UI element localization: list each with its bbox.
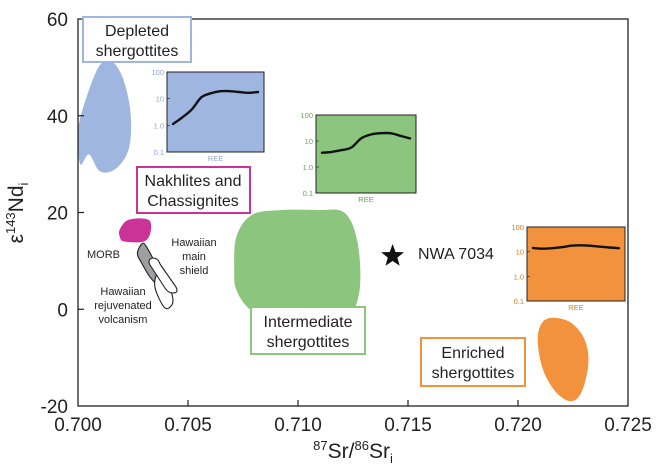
ree-inset-depleted: 100 10 1.0 0.1 REE: [151, 68, 265, 163]
annotation-main-shield-line3: shield: [180, 265, 209, 277]
y-tick-label: 20: [47, 204, 68, 225]
field-intermediate-shergottites: [234, 209, 361, 338]
x-tick-label: 0.720: [494, 415, 542, 436]
y-tick-label: -20: [41, 397, 68, 418]
inset-tick-label: 1.0: [514, 272, 524, 281]
legend-box-intermediate: Intermediate shergottites: [250, 306, 366, 355]
inset-tick-label: 100: [511, 223, 524, 232]
inset-tick-label: 1.0: [154, 121, 164, 130]
inset-frame: [526, 226, 626, 302]
legend-intermediate-line1: Intermediate: [264, 314, 353, 331]
annotation-main-shield-line2: main: [182, 251, 206, 263]
inset-frame: [315, 114, 417, 194]
annotation-rejuvenated-line2: rejuvenated: [94, 300, 152, 312]
inset-tick-label: 100: [300, 111, 313, 120]
x-tick-label: 0.725: [604, 415, 652, 436]
legend-nakhlites-line2: Chassignites: [147, 193, 239, 210]
inset-ree-profile: [320, 131, 412, 154]
annotation-morb: MORB: [87, 249, 120, 261]
legend-box-depleted: Depleted shergottites: [82, 16, 192, 63]
annotation-rejuvenated-line1: Hawaiian: [100, 286, 145, 298]
annotation-main-shield-line1: Hawaiian: [171, 237, 216, 249]
y-tick-label: 40: [47, 107, 68, 128]
y-axis-label: ε143Ndi: [3, 182, 31, 243]
inset-tick-label: 10: [516, 248, 524, 257]
inset-tick-label: 10: [305, 137, 313, 146]
inset-ree-profile: [171, 89, 260, 126]
inset-tick-label: 1.0: [303, 163, 313, 172]
legend-depleted-line1: Depleted: [105, 23, 169, 40]
x-axis-label: 87Sr/86Sri: [313, 438, 393, 466]
point-layer: [381, 244, 404, 266]
inset-frame: [166, 71, 265, 153]
x-tick-label: 0.710: [274, 415, 322, 436]
inset-ree-profile: [531, 244, 621, 250]
y-tick-label: 0: [57, 300, 68, 321]
legend-box-enriched: Enriched shergottites: [420, 337, 526, 387]
inset-xlabel: REE: [568, 303, 583, 312]
field-enriched-shergottites: [537, 317, 589, 402]
x-tick-label: 0.700: [54, 415, 102, 436]
inset-xlabel: REE: [208, 154, 223, 163]
inset-xlabel: REE: [358, 195, 373, 204]
legend-enriched-line1: Enriched: [441, 345, 504, 362]
inset-tick-label: 0.1: [303, 189, 313, 198]
x-tick-label: 0.705: [164, 415, 212, 436]
hawaiian-rejuvenated-field: [148, 257, 178, 294]
legend-depleted-line2: shergottites: [96, 43, 179, 60]
inset-tick-label: 0.1: [514, 297, 524, 306]
fields-layer: [77, 60, 589, 402]
y-axis-ticks: 60 40 20 0 -20: [41, 10, 84, 418]
legend-box-nakhlites: Nakhlites and Chassignites: [136, 166, 251, 214]
point-nwa-7034: [381, 244, 404, 266]
ree-inset-intermediate: 100 10 1.0 0.1 REE: [300, 111, 417, 204]
legend-intermediate-line2: shergottites: [267, 334, 350, 351]
field-depleted-shergottites: [77, 60, 132, 173]
inset-tick-label: 10: [156, 95, 164, 104]
inset-tick-label: 100: [151, 68, 164, 77]
y-tick-label: 60: [47, 10, 68, 31]
inset-tick-label: 0.1: [154, 148, 164, 157]
annotation-rejuvenated-line3: volcanism: [99, 314, 148, 326]
legend-nakhlites-line1: Nakhlites and: [145, 173, 242, 190]
x-tick-label: 0.715: [384, 415, 432, 436]
ree-inset-enriched: 100 10 1.0 0.1 REE: [511, 223, 626, 312]
field-nakhlites-and-chassignites: [118, 218, 152, 243]
x-axis-ticks: 0.700 0.705 0.710 0.715 0.720 0.725: [54, 400, 652, 436]
legend-enriched-line2: shergottites: [432, 365, 515, 382]
point-label-nwa7034: NWA 7034: [418, 246, 494, 263]
